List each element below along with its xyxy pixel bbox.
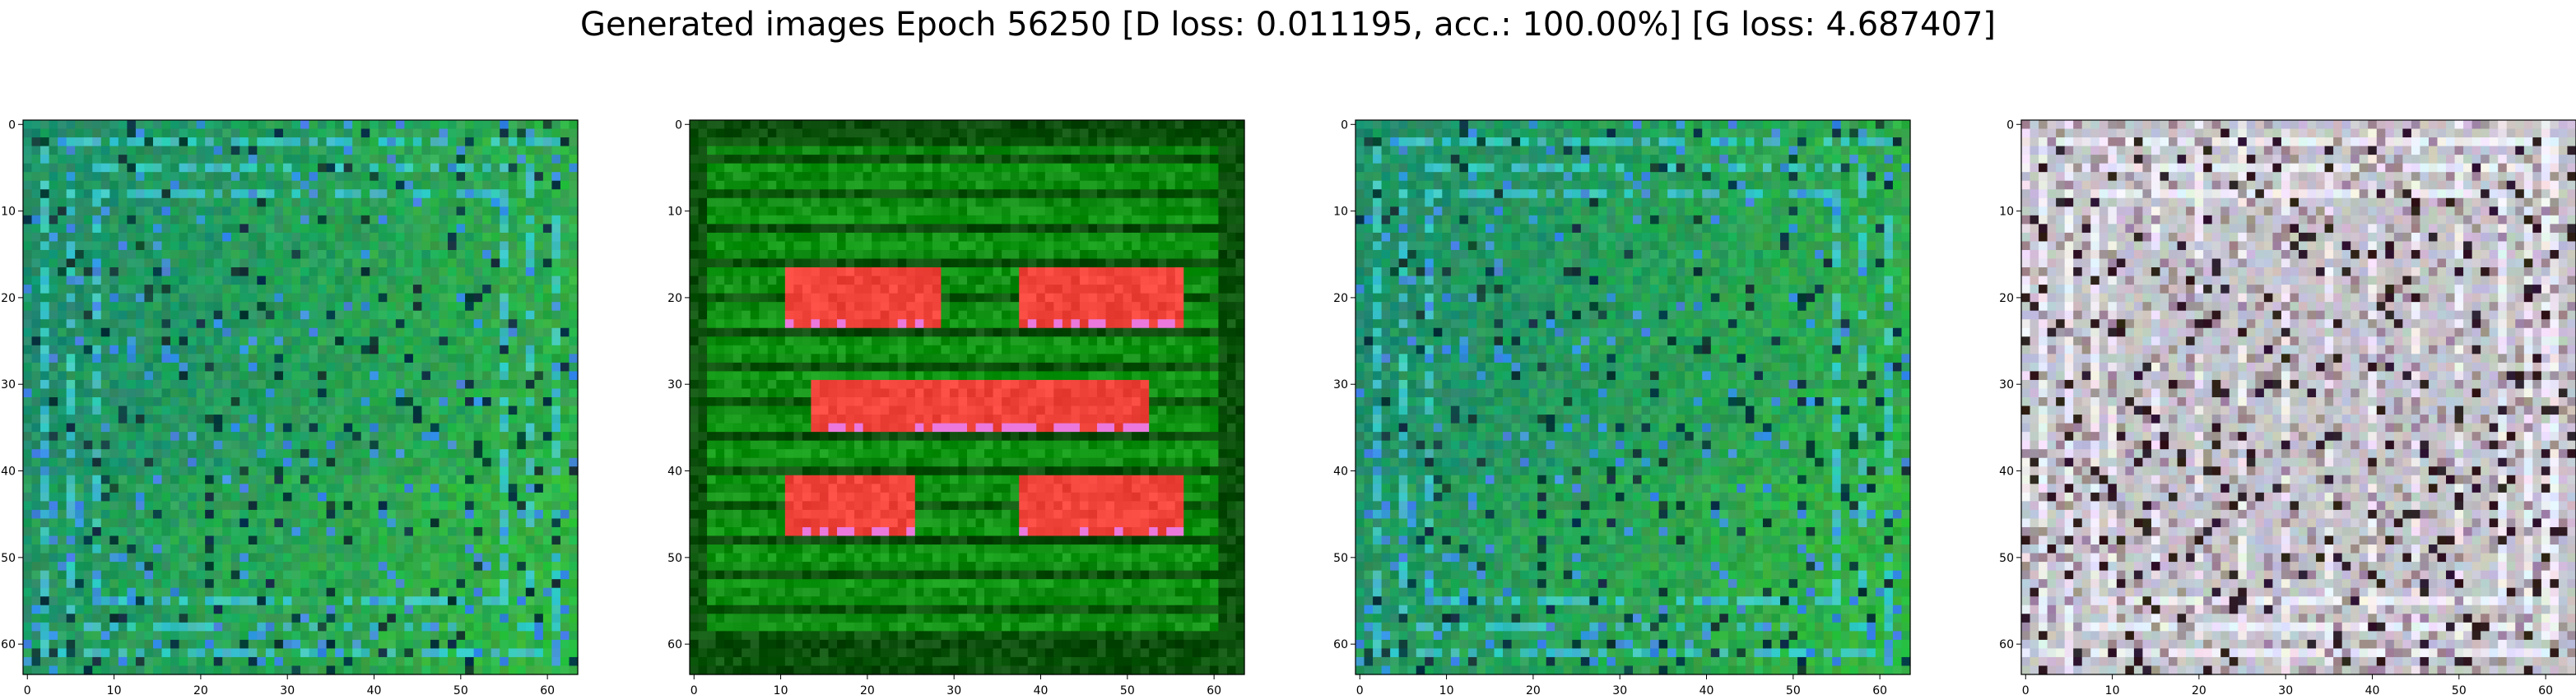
- y-tick-label: 20: [667, 292, 682, 305]
- y-tick-label: 20: [1, 292, 16, 305]
- generated-image-2: [690, 120, 1245, 675]
- y-tick-label: 20: [1999, 292, 2014, 305]
- subplot-4: 0 10 20 30 40 50 60 0 10 20 30 40 50 60: [1999, 118, 2576, 695]
- y-tick-label: 30: [1333, 378, 1348, 392]
- x-tick-label: 40: [1034, 684, 1049, 695]
- x-tick-label: 10: [107, 684, 122, 695]
- x-tick-label: 10: [1439, 684, 1454, 695]
- y-tick-label: 40: [667, 466, 682, 479]
- y-tick-label: 10: [1999, 206, 2014, 219]
- y-tick-label: 10: [1333, 206, 1348, 219]
- axes-frame: [22, 119, 579, 675]
- x-tick-label: 60: [1872, 684, 1887, 695]
- x-tick-label: 20: [860, 684, 875, 695]
- x-tick-label: 0: [24, 684, 31, 695]
- x-tick-label: 0: [1356, 684, 1364, 695]
- x-tick-label: 20: [2192, 684, 2206, 695]
- x-tick-label: 60: [2538, 684, 2553, 695]
- generated-image-3: [1355, 120, 1911, 675]
- subplot-3: 0 10 20 30 40 50 60 0 10 20 30 40 50 60: [1333, 118, 1911, 695]
- x-tick-label: 30: [280, 684, 295, 695]
- y-tick-label: 40: [1333, 466, 1348, 479]
- x-tick-label: 20: [193, 684, 208, 695]
- x-tick-label: 10: [2105, 684, 2120, 695]
- y-tick-label: 10: [667, 206, 682, 219]
- y-tick-label: 60: [667, 638, 682, 651]
- axes-frame: [1355, 119, 1911, 675]
- y-tick-label: 30: [1, 378, 16, 392]
- y-tick-label: 50: [667, 552, 682, 565]
- x-tick-label: 60: [540, 684, 555, 695]
- x-tick-label: 20: [1526, 684, 1541, 695]
- generated-image-1: [23, 120, 579, 675]
- y-tick-label: 20: [1333, 292, 1348, 305]
- y-tick-label: 0: [1341, 118, 1348, 132]
- x-tick-label: 10: [774, 684, 788, 695]
- x-tick-label: 50: [2452, 684, 2467, 695]
- y-tick-label: 50: [1, 552, 16, 565]
- y-tick-label: 0: [675, 118, 682, 132]
- figure-title: Generated images Epoch 56250 [D loss: 0.…: [579, 6, 1997, 44]
- y-tick-label: 0: [2006, 118, 2014, 132]
- generated-image-4: [2021, 120, 2576, 675]
- y-tick-label: 60: [1333, 638, 1348, 651]
- x-tick-label: 30: [946, 684, 961, 695]
- x-tick-label: 40: [367, 684, 382, 695]
- x-tick-label: 40: [2365, 684, 2380, 695]
- y-tick-label: 0: [8, 118, 16, 132]
- x-tick-label: 50: [1120, 684, 1135, 695]
- y-tick-label: 30: [1999, 378, 2014, 392]
- x-tick-label: 0: [690, 684, 698, 695]
- x-tick-label: 0: [2022, 684, 2030, 695]
- axes-frame: [689, 119, 1245, 675]
- y-tick-label: 60: [1999, 638, 2014, 651]
- x-tick-label: 60: [1207, 684, 1221, 695]
- x-tick-label: 30: [2278, 684, 2293, 695]
- subplot-1: 0 10 20 30 40 50 60 0 10 20 30 40 50 60: [1, 118, 579, 695]
- x-tick-label: 40: [1700, 684, 1714, 695]
- x-tick-label: 50: [1786, 684, 1801, 695]
- axes-frame: [2020, 119, 2576, 675]
- subplot-2: 0 10 20 30 40 50 60 0 10 20 30 40 50 60: [667, 118, 1245, 695]
- x-tick-label: 30: [1612, 684, 1627, 695]
- y-tick-label: 10: [1, 206, 16, 219]
- x-tick-label: 50: [453, 684, 468, 695]
- y-tick-label: 60: [1, 638, 16, 651]
- y-tick-label: 40: [1999, 466, 2014, 479]
- y-tick-label: 30: [667, 378, 682, 392]
- y-tick-label: 40: [1, 466, 16, 479]
- y-tick-label: 50: [1333, 552, 1348, 565]
- y-tick-label: 50: [1999, 552, 2014, 565]
